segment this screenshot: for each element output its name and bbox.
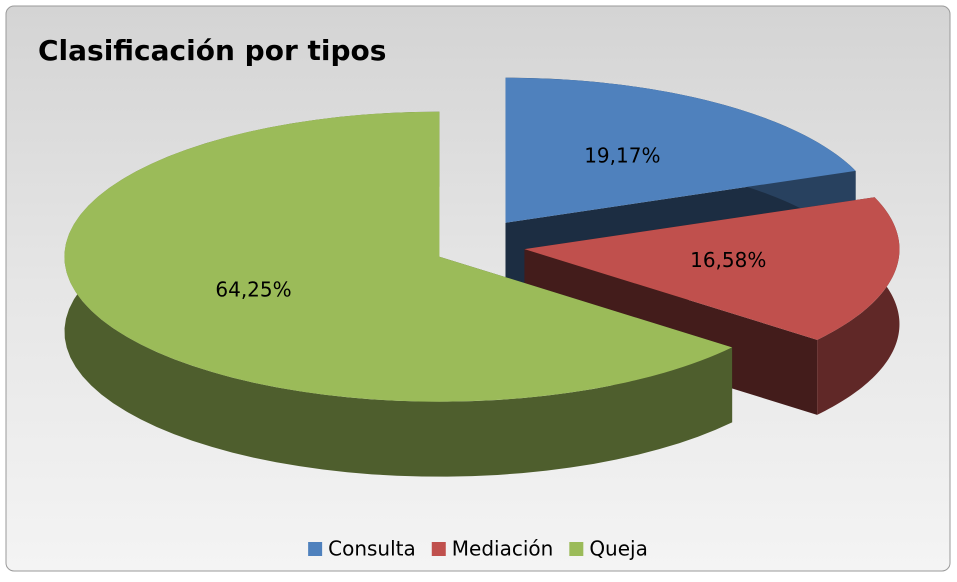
- legend-swatch: [308, 542, 323, 556]
- chart-title: Clasificación por tipos: [38, 34, 386, 67]
- data-label: 64,25%: [215, 278, 291, 302]
- pie: 19,17% 16,58% 64,25%: [64, 77, 900, 477]
- legend: Consulta Mediación Queja: [308, 537, 648, 561]
- legend-label: Queja: [589, 537, 648, 561]
- slice-top: [505, 77, 856, 223]
- legend-swatch: [431, 542, 446, 556]
- legend-label: Mediación: [452, 537, 554, 561]
- legend-swatch: [569, 542, 584, 556]
- slice-top: [524, 197, 900, 340]
- slice: 64,25%: [64, 111, 733, 477]
- slice-top: [64, 111, 733, 402]
- data-label: 19,17%: [584, 144, 660, 168]
- data-label: 16,58%: [690, 248, 766, 272]
- legend-label: Consulta: [328, 537, 416, 561]
